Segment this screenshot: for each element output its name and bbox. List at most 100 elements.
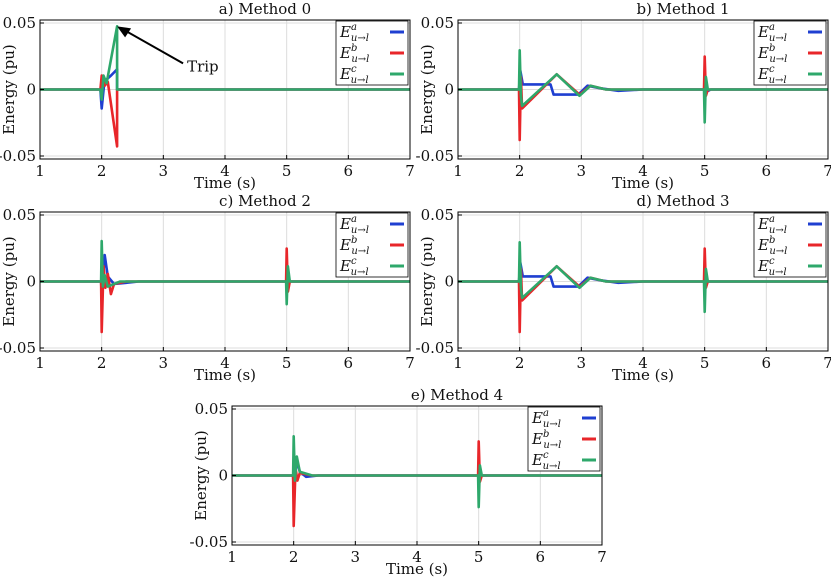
x-tick-label: 1 — [453, 162, 463, 180]
x-tick-label: 3 — [351, 548, 361, 566]
legend-superscript: a — [351, 22, 357, 33]
legend-entry-label: Ec u→l — [339, 256, 369, 278]
chart-panel-3: 1 2 3 4 5 6 7 0.05 0 -0.05 c) Method 2 Time (s) Ener… — [0, 192, 415, 384]
x-tick-label: 1 — [453, 354, 463, 372]
y-tick-label: -0.05 — [416, 147, 454, 165]
x-tick-label: 7 — [823, 354, 831, 372]
y-tick-label: -0.05 — [416, 339, 454, 357]
chart-panel-4: 1 2 3 4 5 6 7 0.05 0 -0.05 d) Method 3 Time (s) Ener… — [416, 192, 831, 384]
legend-symbol: E — [757, 44, 769, 62]
x-tick-label: 4 — [412, 548, 422, 566]
x-tick-label: 5 — [700, 354, 710, 372]
legend-superscript: a — [543, 408, 549, 419]
x-tick-label: 6 — [762, 162, 772, 180]
legend-subscript: u→l — [769, 267, 787, 278]
x-tick-label: 2 — [515, 354, 525, 372]
panel-title: b) Method 1 — [636, 0, 729, 18]
legend: Ea u→lEb u→lEc u→l — [335, 212, 409, 278]
x-tick-label: 6 — [762, 354, 772, 372]
chart-panel-1: 1 2 3 4 5 6 7 0.05 0 -0.05 a) Method 0 Time (s) Ener… — [0, 0, 415, 192]
x-tick-label: 5 — [282, 162, 292, 180]
legend-entry-label: Ea u→l — [339, 22, 369, 44]
legend-superscript: b — [351, 43, 357, 54]
legend-subscript: u→l — [769, 225, 787, 236]
y-tick-label: 0.05 — [3, 14, 36, 32]
y-tick-label: 0.05 — [195, 400, 228, 418]
legend-superscript: a — [769, 22, 775, 33]
legend-superscript: c — [769, 256, 775, 267]
x-tick-label: 4 — [638, 162, 648, 180]
legend-subscript: u→l — [769, 33, 787, 44]
legend-symbol: E — [757, 65, 769, 83]
y-tick-label: -0.05 — [190, 533, 228, 551]
legend-subscript: u→l — [769, 75, 787, 86]
legend-symbol: E — [757, 215, 769, 233]
y-tick-label: 0 — [218, 467, 228, 485]
annotation-arrow — [120, 27, 184, 65]
x-tick-label: 6 — [536, 548, 546, 566]
legend-superscript: c — [769, 64, 775, 75]
x-tick-label: 1 — [227, 548, 237, 566]
legend-symbol: E — [339, 65, 351, 83]
panel-title: a) Method 0 — [219, 0, 311, 18]
y-tick-label: 0 — [26, 81, 36, 99]
legend-subscript: u→l — [769, 246, 787, 257]
legend-entry-label: Eb u→l — [339, 235, 369, 257]
x-tick-label: 4 — [220, 354, 230, 372]
legend-symbol: E — [757, 257, 769, 275]
annotation-arrowhead — [117, 26, 132, 38]
legend-symbol: E — [531, 409, 543, 427]
legend-subscript: u→l — [543, 419, 561, 430]
x-tick-label: 4 — [638, 354, 648, 372]
legend-subscript: u→l — [351, 75, 369, 86]
x-tick-label: 5 — [700, 162, 710, 180]
series-line-c — [458, 241, 828, 314]
y-axis-label: Energy (pu) — [0, 44, 18, 134]
x-tick-label: 2 — [97, 162, 107, 180]
chart-panel-5: 1 2 3 4 5 6 7 0.05 0 -0.05 e) Method 4 Time (s) Ener… — [190, 386, 607, 578]
legend-entry-label: Ea u→l — [531, 408, 561, 430]
legend-superscript: b — [769, 43, 775, 54]
legend-symbol: E — [531, 451, 543, 469]
legend-subscript: u→l — [351, 246, 369, 257]
legend-subscript: u→l — [351, 225, 369, 236]
annotation-label: Trip — [187, 57, 219, 75]
legend-subscript: u→l — [769, 54, 787, 65]
x-axis-label: Time (s) — [386, 560, 448, 578]
series-line-c — [458, 49, 828, 124]
y-axis-label: Energy (pu) — [0, 236, 18, 326]
legend-subscript: u→l — [543, 461, 561, 472]
x-tick-label: 5 — [474, 548, 484, 566]
x-tick-label: 2 — [289, 548, 299, 566]
legend-entry-label: Ec u→l — [339, 64, 369, 86]
x-tick-label: 4 — [220, 162, 230, 180]
legend: Ea u→lEb u→lEc u→l — [753, 212, 827, 278]
legend: Ea u→lEb u→lEc u→l — [753, 20, 827, 86]
legend-entry-label: Ea u→l — [757, 214, 787, 236]
legend-symbol: E — [339, 23, 351, 41]
series-line-c — [232, 435, 602, 509]
y-tick-label: 0.05 — [421, 206, 454, 224]
legend: Ea u→lEb u→lEc u→l — [527, 406, 601, 472]
x-tick-label: 3 — [159, 162, 169, 180]
y-tick-label: 0.05 — [3, 206, 36, 224]
y-tick-label: 0 — [26, 273, 36, 291]
legend-superscript: b — [351, 235, 357, 246]
x-axis-label: Time (s) — [194, 174, 256, 192]
chart-panel-2: 1 2 3 4 5 6 7 0.05 0 -0.05 b) Method 1 Time (s) Ener… — [416, 0, 831, 192]
legend: Ea u→lEb u→lEc u→l — [335, 20, 409, 86]
legend-symbol: E — [339, 215, 351, 233]
y-axis-label: Energy (pu) — [418, 44, 436, 134]
x-tick-label: 3 — [577, 354, 587, 372]
y-axis-label: Energy (pu) — [192, 430, 210, 520]
x-tick-label: 7 — [405, 162, 415, 180]
legend-symbol: E — [757, 236, 769, 254]
legend-entry-label: Eb u→l — [531, 429, 561, 451]
x-tick-label: 1 — [35, 162, 45, 180]
panel-title: d) Method 3 — [636, 192, 729, 210]
legend-symbol: E — [339, 257, 351, 275]
y-tick-label: -0.05 — [0, 339, 36, 357]
legend-subscript: u→l — [351, 267, 369, 278]
legend-superscript: c — [351, 256, 357, 267]
